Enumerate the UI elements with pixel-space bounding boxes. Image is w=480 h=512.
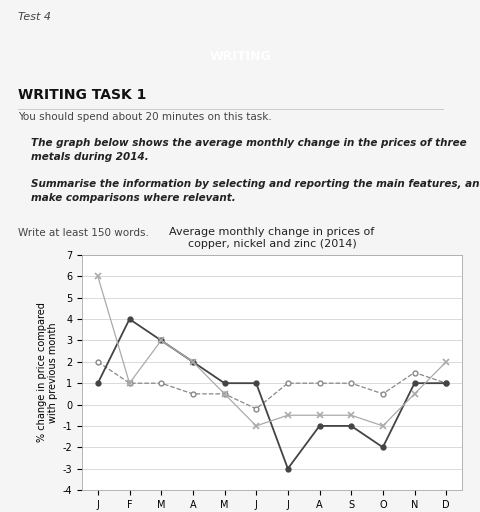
Text: WRITING: WRITING	[209, 51, 271, 63]
Y-axis label: % change in price compared
with previous month: % change in price compared with previous…	[37, 303, 59, 442]
Text: WRITING TASK 1: WRITING TASK 1	[18, 88, 146, 102]
Text: Write at least 150 words.: Write at least 150 words.	[18, 228, 149, 238]
Text: Test 4: Test 4	[18, 12, 51, 22]
Text: You should spend about 20 minutes on this task.: You should spend about 20 minutes on thi…	[18, 112, 272, 122]
Text: The graph below shows the average monthly change in the prices of three
metals d: The graph below shows the average monthl…	[31, 138, 480, 203]
Title: Average monthly change in prices of
copper, nickel and zinc (2014): Average monthly change in prices of copp…	[169, 227, 374, 249]
